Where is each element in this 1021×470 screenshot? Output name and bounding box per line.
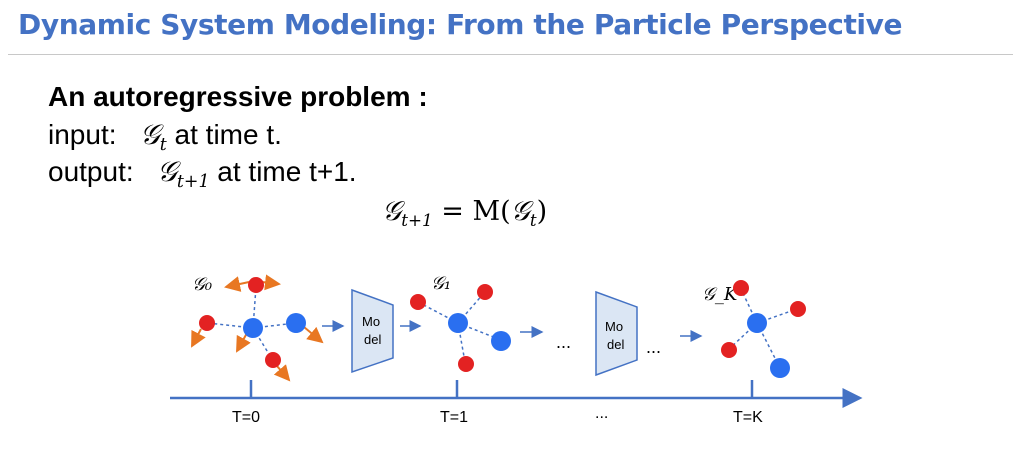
- output-graph-symbol: 𝒢t+1: [156, 155, 210, 193]
- red-node: [721, 342, 737, 358]
- slide-title: Dynamic System Modeling: From the Partic…: [18, 8, 903, 41]
- red-node: [265, 352, 281, 368]
- blue-node: [243, 318, 263, 338]
- output-line: output: 𝒢t+1 at time t+1.: [48, 155, 357, 192]
- model-equation: 𝒢t+1 = M(𝒢t): [382, 196, 548, 230]
- input-graph-symbol: 𝒢t: [139, 118, 167, 156]
- red-node: [458, 356, 474, 372]
- graph-label-gk: 𝒢_K: [702, 284, 739, 305]
- svg-text:del: del: [607, 337, 624, 352]
- output-prefix: output:: [48, 156, 134, 187]
- red-node: [477, 284, 493, 300]
- graph-g1: 𝒢₁: [410, 273, 511, 372]
- blue-node: [747, 313, 767, 333]
- svg-text:del: del: [364, 332, 381, 347]
- axis-label-ellipsis: ...: [595, 405, 608, 422]
- model-block-2: Mo del: [595, 290, 638, 377]
- ellipsis-1: ...: [556, 332, 571, 352]
- red-node: [790, 301, 806, 317]
- ellipsis-2: ...: [646, 337, 661, 357]
- graph-label-g1: 𝒢₁: [431, 273, 451, 294]
- blue-node: [491, 331, 511, 351]
- svg-text:Mo: Mo: [362, 314, 380, 329]
- axis-label-t0: T=0: [232, 409, 260, 426]
- blue-node: [286, 313, 306, 333]
- red-node: [248, 277, 264, 293]
- blue-node: [448, 313, 468, 333]
- input-suffix: at time t.: [174, 119, 282, 150]
- graph-g0: 𝒢₀: [191, 274, 324, 382]
- axis-label-t1: T=1: [440, 409, 468, 426]
- blue-node: [770, 358, 790, 378]
- graph-gk: 𝒢_K: [702, 280, 806, 378]
- red-node: [410, 294, 426, 310]
- title-divider: [8, 54, 1013, 55]
- red-node: [733, 280, 749, 296]
- axis-label-tk: T=K: [733, 409, 763, 426]
- input-prefix: input:: [48, 119, 117, 150]
- section-heading: An autoregressive problem :: [48, 81, 428, 112]
- graph-label-g0: 𝒢₀: [192, 274, 212, 295]
- output-suffix: at time t+1.: [217, 156, 357, 187]
- svg-text:Mo: Mo: [605, 319, 623, 334]
- model-block-1: Mo del: [351, 288, 394, 374]
- red-node: [199, 315, 215, 331]
- input-line: input: 𝒢t at time t.: [48, 118, 282, 155]
